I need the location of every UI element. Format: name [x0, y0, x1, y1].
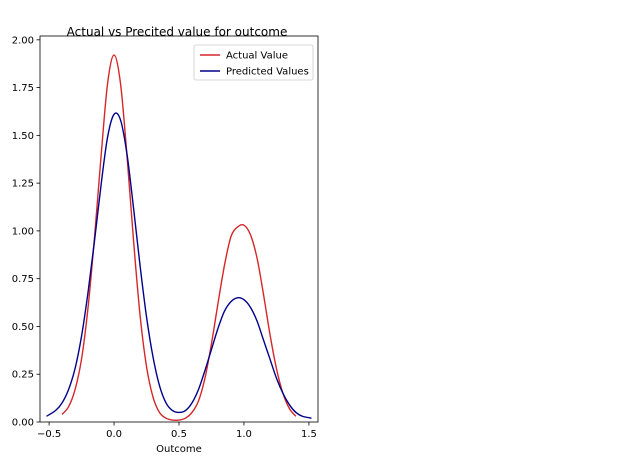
y-tick-label: 1.50	[12, 131, 34, 142]
y-tick-label: 0.25	[12, 370, 34, 381]
legend: Actual Value Predicted Values	[193, 44, 314, 81]
x-tick-label: −0.5	[37, 429, 61, 440]
legend-label: Actual Value	[226, 51, 288, 62]
series-line-actual	[61, 54, 297, 422]
y-tick-label: 1.25	[12, 179, 34, 190]
y-tick-label: 1.00	[12, 226, 34, 237]
legend-label: Predicted Values	[226, 67, 309, 78]
series-line-predicted	[46, 112, 312, 419]
y-axis: 0.00 0.25 0.50 0.75 1.00 1.25 1.50 1.75 2.00	[12, 35, 40, 429]
x-axis-label: Outcome	[156, 444, 202, 455]
legend-box	[193, 44, 314, 81]
plot-frame	[39, 35, 319, 423]
x-tick-label: 0.0	[106, 429, 122, 440]
y-tick-label: 0.75	[12, 274, 34, 285]
x-axis: −0.5 0.0 0.5 1.0 1.5	[37, 422, 317, 440]
y-tick-label: 1.75	[12, 83, 34, 94]
y-tick-label: 0.00	[12, 418, 34, 429]
x-tick-label: 1.0	[236, 429, 252, 440]
series-layer	[46, 54, 312, 422]
y-tick-label: 2.00	[12, 35, 34, 46]
y-tick-label: 0.50	[12, 322, 34, 333]
x-tick-label: 0.5	[171, 429, 187, 440]
chart-title: Actual vs Precited value for outcome	[67, 25, 288, 39]
x-tick-label: 1.5	[301, 429, 317, 440]
